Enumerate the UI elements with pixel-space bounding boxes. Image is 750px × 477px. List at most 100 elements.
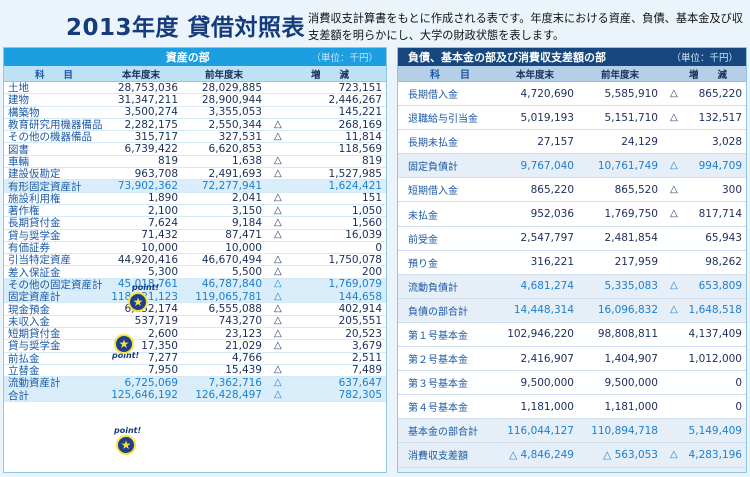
current-year-value: 2,600 [147, 327, 178, 340]
previous-year-value: 1,181,000 [604, 400, 658, 413]
decrease-marker: △ [274, 303, 282, 314]
change-value: 268,169 [338, 118, 382, 131]
current-year-value: 4,681,274 [520, 280, 574, 293]
previous-year-value: 9,500,000 [604, 376, 658, 389]
decrease-marker: △ [274, 327, 282, 339]
liabilities-column-headers: 科 目 本年度末 前年度末 増 減 [398, 66, 746, 82]
row-label: 立替金 [8, 364, 40, 377]
current-year-value: 316,221 [530, 256, 574, 269]
column-header: 本年度末 [121, 69, 160, 81]
current-year-value: 3,500,274 [124, 106, 178, 119]
table-row: 建物 31,347,211 28,900,944 2,446,267 [4, 93, 386, 107]
column-header: 前年度末 [204, 69, 243, 81]
table-row: 構築物 3,500,274 3,355,053 145,221 [4, 106, 386, 119]
change-cell: △ 637,647 [266, 377, 386, 389]
previous-year-value: 2,041 [231, 192, 262, 205]
row-label: 差入保証金 [8, 266, 61, 279]
previous-year-value: 2,550,344 [208, 118, 262, 131]
change-cell: 4,137,409 [662, 328, 746, 340]
current-year-value: 865,220 [530, 183, 574, 196]
previous-year-value: 23,123 [225, 327, 262, 340]
current-year-value: 27,157 [537, 135, 574, 148]
table-row: 第３号基本金 9,500,000 9,500,000 0 [398, 371, 746, 396]
table-row: 図書 6,739,422 6,620,853 118,569 [4, 143, 386, 156]
previous-year-value: 10,761,749 [597, 159, 658, 172]
table-row: 固定負債計 9,767,040 10,761,749 △ 994,709 [398, 154, 746, 179]
previous-year-value: 6,620,853 [208, 143, 262, 156]
change-cell: △ 205,551 [266, 315, 386, 327]
column-header: 科 目 [34, 69, 73, 81]
star-icon: ★ [128, 292, 148, 312]
current-year-value: 102,946,220 [507, 328, 574, 341]
row-label: 第１号基本金 [408, 330, 468, 342]
decrease-marker: △ [274, 192, 282, 204]
table-row: 立替金 7,950 15,439 △ 7,489 [4, 364, 386, 378]
liabilities-rows: 長期借入金 4,720,690 5,585,910 △ 865,220 退職給与引当金 5,… [398, 82, 746, 472]
column-header: 増 減 [688, 69, 727, 81]
change-cell: 1,012,000 [662, 353, 746, 365]
table-row: 現金預金 6,152,174 6,555,088 △ 402,914 [4, 303, 386, 316]
previous-year-value: 98,808,811 [597, 328, 658, 341]
row-label: 預り金 [408, 258, 438, 270]
change-value: 205,551 [338, 315, 382, 328]
current-year-value: 5,019,193 [520, 111, 574, 124]
column-header: 増 減 [310, 69, 349, 81]
change-cell: △ 144,658 [266, 291, 386, 303]
change-cell: 5,149,409 [662, 425, 746, 437]
row-label: 有価証券 [8, 242, 50, 255]
row-label: 図書 [8, 143, 29, 156]
previous-year-value: △ 563,053 [603, 448, 658, 461]
previous-year-value: 743,270 [218, 315, 262, 328]
table-row: 貸与奨学金 71,432 87,471 △ 16,039 [4, 229, 386, 242]
row-label: 未収入金 [8, 315, 50, 328]
previous-year-value: 28,900,944 [201, 93, 262, 106]
decrease-marker: △ [274, 229, 282, 241]
decrease-marker: △ [274, 290, 282, 302]
decrease-marker: △ [274, 155, 282, 167]
change-value: 65,943 [705, 232, 742, 245]
table-row: 固定資産計118,921,123119,065,781△144,658 [4, 291, 386, 304]
row-label: 貸与奨学金 [8, 340, 61, 353]
change-value: 1,012,000 [688, 352, 742, 365]
decrease-marker: △ [274, 204, 282, 216]
assets-unit: （単位：千円） [311, 53, 378, 64]
change-cell: 65,943 [662, 232, 746, 244]
current-year-value: 9,767,040 [520, 159, 574, 172]
table-row: 未払金 952,036 1,769,750 △ 817,714 [398, 202, 746, 227]
row-label: 固定資産計 [8, 291, 61, 304]
change-value: 819 [361, 155, 382, 168]
change-cell: △ 16,039 [266, 229, 386, 241]
change-cell: △ 819 [266, 155, 386, 167]
row-label: 第２号基本金 [408, 355, 468, 367]
change-cell: △ 653,809 [662, 280, 746, 292]
current-year-value: 71,432 [141, 229, 178, 242]
current-year-value: 7,624 [147, 216, 178, 229]
change-value: 151 [361, 192, 382, 205]
table-row: 基本金の部合計 116,044,127 110,894,718 5,149,409 [398, 419, 746, 444]
star-icon: ★ [114, 334, 134, 354]
change-cell: △ 4,283,196 [662, 449, 746, 461]
decrease-marker: △ [670, 159, 678, 171]
row-label: 著作権 [8, 205, 40, 218]
current-year-value: 6,739,422 [124, 143, 178, 156]
previous-year-value: 3,150 [231, 204, 262, 217]
previous-year-value: 865,520 [614, 183, 658, 196]
change-cell: △ 268,169 [266, 119, 386, 131]
assets-table: 資産の部 （単位：千円） 科 目 本年度末 前年度末 増 減 土地 28,753,… [3, 47, 387, 473]
previous-year-value: 21,029 [225, 339, 262, 352]
change-value: 132,517 [698, 111, 742, 124]
current-year-value: 31,347,211 [117, 93, 178, 106]
table-row: 預り金 316,221 217,959 98,262 [398, 250, 746, 275]
current-year-value: 952,036 [530, 208, 574, 221]
change-cell: △ 782,305 [266, 389, 386, 401]
change-value: 723,151 [338, 81, 382, 94]
change-cell: △ 994,709 [662, 160, 746, 172]
change-cell: △ 300 [662, 184, 746, 196]
table-row: 負債の部合計 14,448,314 16,096,832 △ 1,648,518 [398, 298, 746, 323]
change-value: 20,523 [345, 327, 382, 340]
change-cell: 145,221 [266, 106, 386, 118]
change-cell: △ 200 [266, 266, 386, 278]
row-label: 流動資産計 [8, 377, 61, 390]
table-row: 前払金 7,277 4,766 2,511 [4, 352, 386, 365]
assets-header: 資産の部 （単位：千円） [4, 48, 386, 66]
